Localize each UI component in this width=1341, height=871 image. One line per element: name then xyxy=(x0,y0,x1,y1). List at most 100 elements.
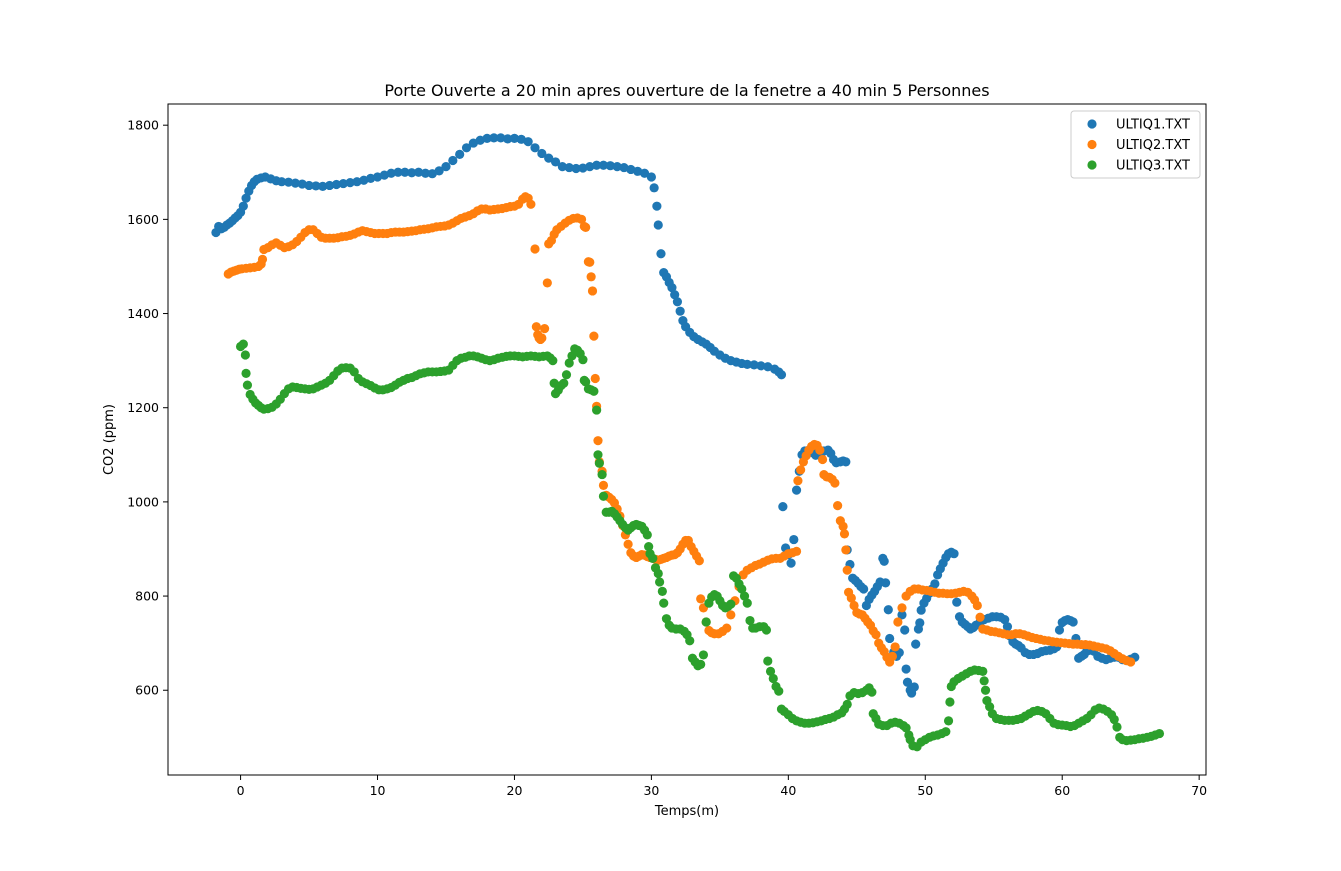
data-point xyxy=(277,177,287,187)
data-point xyxy=(911,639,921,649)
data-point xyxy=(670,290,680,300)
y-tick-label: 800 xyxy=(135,589,159,604)
data-point xyxy=(667,283,677,293)
data-point xyxy=(817,454,828,465)
data-point xyxy=(530,143,540,153)
data-point xyxy=(241,368,251,378)
data-point xyxy=(526,199,536,209)
series-3 xyxy=(235,339,1165,752)
plot-area-frame xyxy=(167,103,1207,776)
data-point xyxy=(338,178,348,189)
data-point xyxy=(420,168,431,178)
data-point xyxy=(537,148,547,159)
data-point xyxy=(648,553,658,563)
data-point xyxy=(789,534,799,545)
data-point xyxy=(578,163,588,173)
data-point xyxy=(598,160,609,170)
data-point xyxy=(576,214,587,224)
data-point xyxy=(318,181,328,192)
data-point xyxy=(644,542,654,552)
data-point xyxy=(659,598,669,608)
data-point xyxy=(311,181,321,191)
data-point xyxy=(774,686,784,696)
data-point xyxy=(578,355,588,365)
data-point xyxy=(765,666,776,677)
data-point xyxy=(726,610,736,620)
data-point xyxy=(240,350,250,360)
data-point xyxy=(897,610,907,620)
data-point xyxy=(941,727,951,737)
x-tick-label: 0 xyxy=(237,783,245,798)
data-point xyxy=(838,521,848,531)
legend-marker xyxy=(1087,160,1097,170)
data-point xyxy=(537,333,547,343)
data-point xyxy=(531,322,541,332)
y-tick-label: 1000 xyxy=(127,494,159,509)
series-layer xyxy=(211,133,1165,752)
data-point xyxy=(793,476,803,486)
data-point xyxy=(455,149,465,159)
series-1 xyxy=(211,133,1140,698)
data-point xyxy=(737,584,747,594)
data-point xyxy=(871,630,881,640)
legend-label: ULTIQ3.TXT xyxy=(1116,159,1190,174)
x-tick-label: 30 xyxy=(643,783,659,798)
data-point xyxy=(756,361,766,371)
data-point xyxy=(778,502,788,512)
data-point xyxy=(523,137,533,147)
data-point xyxy=(768,673,778,684)
data-point xyxy=(544,153,554,163)
data-point xyxy=(413,167,424,177)
data-point xyxy=(916,605,926,615)
legend: ULTIQ1.TXT ULTIQ2.TXT ULTIQ3.TXT xyxy=(1070,110,1201,179)
data-point xyxy=(696,594,706,604)
y-tick-label: 1400 xyxy=(127,306,159,321)
data-point xyxy=(653,220,663,230)
data-point xyxy=(949,549,959,559)
data-point xyxy=(400,167,410,177)
data-point xyxy=(542,278,552,288)
data-point xyxy=(830,478,840,488)
y-tick-label: 600 xyxy=(135,683,159,698)
data-point xyxy=(585,257,595,267)
x-tick-label: 70 xyxy=(1191,783,1207,798)
data-point xyxy=(393,167,403,177)
data-point xyxy=(238,201,248,211)
data-point xyxy=(530,244,540,254)
data-point xyxy=(698,650,709,660)
data-point xyxy=(592,405,602,415)
data-point xyxy=(972,600,982,611)
data-point xyxy=(742,598,752,608)
data-point xyxy=(461,143,472,153)
data-point xyxy=(761,625,772,635)
data-point xyxy=(352,177,362,187)
legend-marker xyxy=(1087,119,1097,129)
data-point xyxy=(649,183,659,193)
y-axis: 600 800 1000 1200 1400 1600 1800 xyxy=(127,118,168,698)
data-point xyxy=(564,162,574,173)
data-point xyxy=(593,436,603,446)
data-point xyxy=(539,324,550,334)
data-point xyxy=(297,179,307,189)
data-point xyxy=(930,579,940,589)
data-point xyxy=(1109,714,1119,725)
data-point xyxy=(841,545,851,555)
data-point xyxy=(386,168,396,178)
data-point xyxy=(915,618,925,628)
data-point xyxy=(694,556,704,566)
x-tick-label: 20 xyxy=(507,783,523,798)
data-point xyxy=(685,636,695,646)
x-tick-label: 10 xyxy=(370,783,386,798)
data-point xyxy=(653,568,663,579)
data-point xyxy=(839,529,850,539)
data-point xyxy=(1000,615,1010,625)
data-point xyxy=(564,358,574,368)
data-point xyxy=(448,155,458,166)
data-point xyxy=(1002,622,1013,632)
data-point xyxy=(589,386,599,396)
data-point xyxy=(639,168,650,178)
data-point xyxy=(880,578,891,588)
data-point xyxy=(655,577,665,587)
data-point xyxy=(975,612,985,622)
legend-label: ULTIQ2.TXT xyxy=(1116,138,1190,153)
